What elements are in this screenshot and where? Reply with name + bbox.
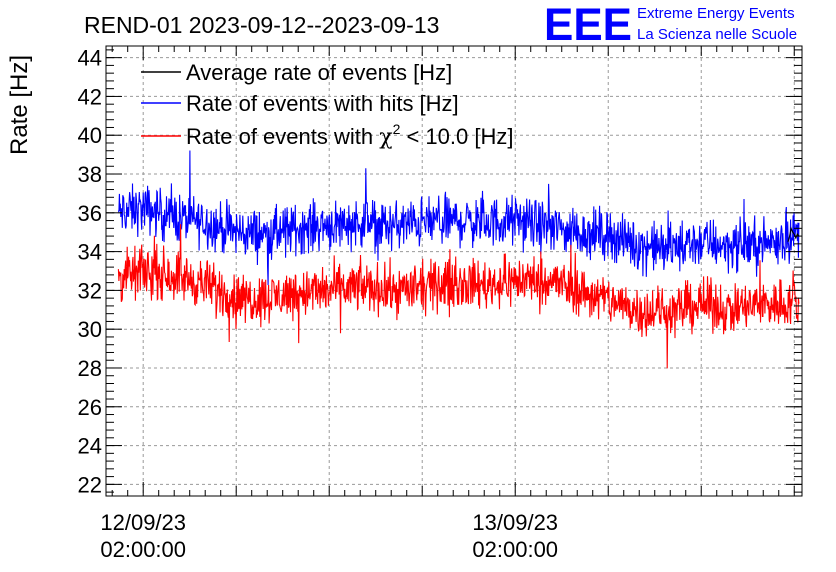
axes (106, 46, 802, 496)
legend-label-chi2-post: < 10.0 [Hz] (400, 124, 513, 149)
y-tick-label: 36 (78, 201, 102, 226)
legend-label-hits: Rate of events with hits [Hz] (186, 91, 459, 116)
y-tick-label: 44 (78, 46, 102, 71)
legend-label-chi2-symbol: χ (379, 125, 392, 150)
y-tick-label: 24 (78, 434, 102, 459)
x-tick-label-date: 13/09/23 (472, 510, 558, 535)
legend-label-average: Average rate of events [Hz] (186, 60, 452, 85)
series-line-hits (117, 150, 800, 286)
legend-entry-average: Average rate of events [Hz] (141, 60, 452, 85)
eee-logo-line2: La Scienza nelle Scuole (637, 26, 797, 43)
y-tick-label: 34 (78, 240, 102, 265)
eee-logo-letters: EEE (544, 0, 632, 50)
y-tick-label: 42 (78, 84, 102, 109)
x-tick-label-time: 02:00:00 (472, 537, 558, 562)
y-tick-label: 22 (78, 472, 102, 497)
y-tick-label: 40 (78, 123, 102, 148)
chart-title: REND-01 2023-09-12--2023-09-13 (84, 12, 439, 38)
plot-frame (105, 45, 803, 497)
y-tick-label: 38 (78, 162, 102, 187)
legend-label-chi2-sup: 2 (393, 121, 401, 137)
eee-logo: EEE Extreme Energy Events La Scienza nel… (544, 0, 797, 50)
eee-logo-line1: Extreme Energy Events (637, 5, 795, 22)
y-tick-label: 26 (78, 395, 102, 420)
series-line-average (787, 226, 800, 243)
y-tick-label: 28 (78, 356, 102, 381)
legend-entry-hits: Rate of events with hits [Hz] (141, 91, 459, 116)
y-tick-label: 32 (78, 278, 102, 303)
series-group (117, 150, 800, 369)
legend-label-chi2: Rate of events with χ2 < 10.0 [Hz] (186, 121, 513, 150)
legend-label-chi2-pre: Rate of events with (186, 124, 379, 149)
y-axis-label: Rate [Hz] (6, 55, 33, 155)
legend-entry-chi2: Rate of events with χ2 < 10.0 [Hz] (141, 121, 513, 150)
series-line-chi2 (117, 224, 800, 369)
y-tick-label: 30 (78, 317, 102, 342)
x-tick-label-date: 12/09/23 (100, 510, 186, 535)
x-tick-label-time: 02:00:00 (100, 537, 186, 562)
y-tick-labels: 22 24 26 28 30 32 34 36 38 40 42 44 (78, 46, 102, 498)
legend: Average rate of events [Hz] Rate of even… (141, 60, 513, 150)
